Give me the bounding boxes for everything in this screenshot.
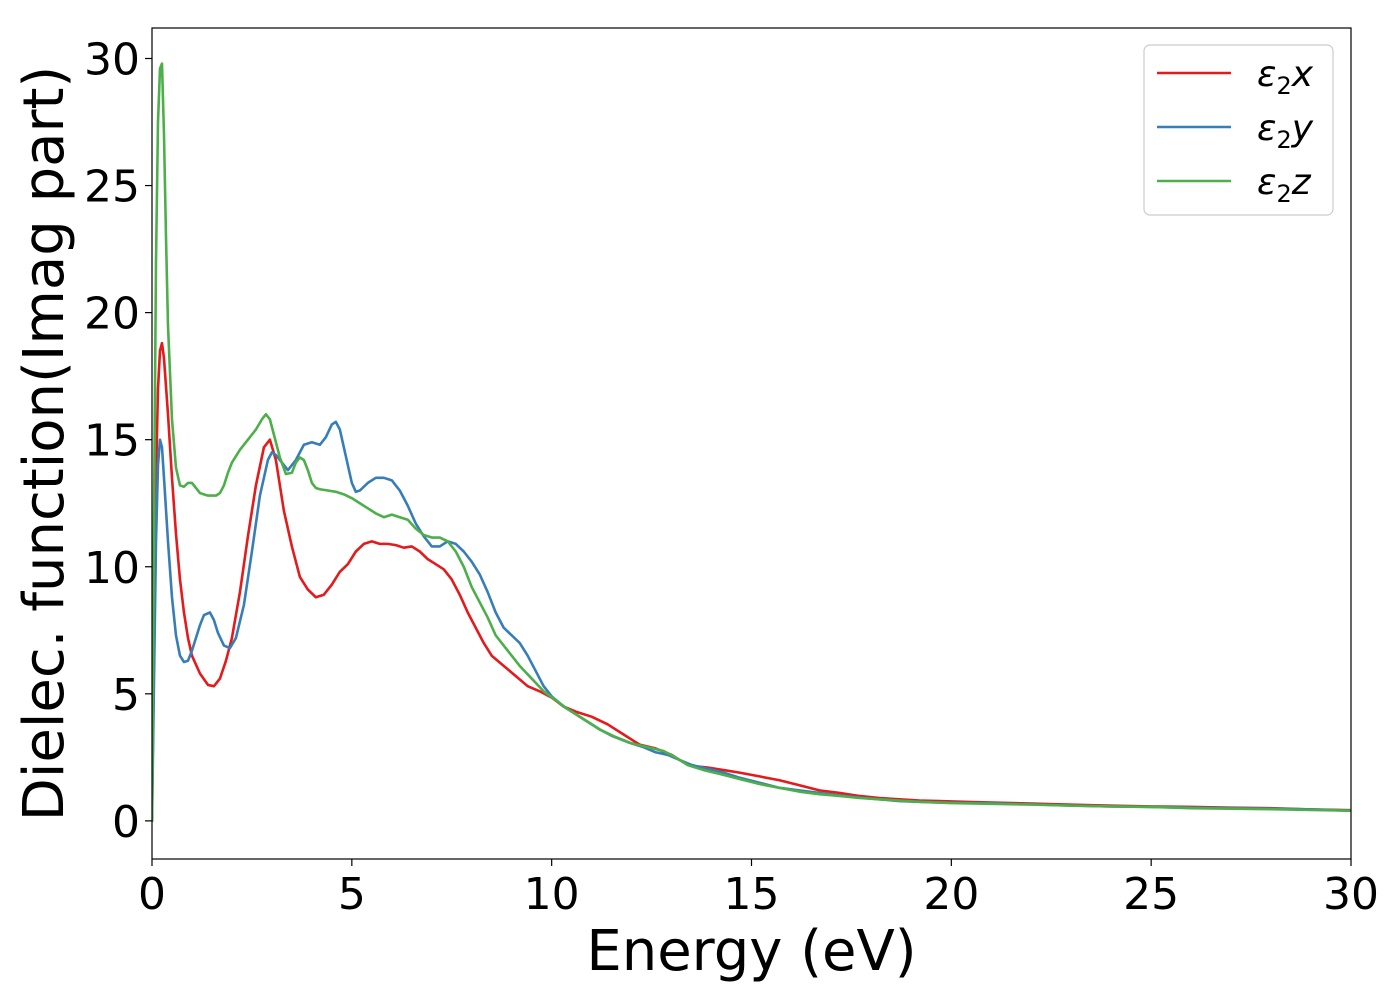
y-tick-label: 25	[84, 162, 140, 213]
y-tick-label: 10	[84, 543, 140, 594]
legend: ε2x ε2y ε2z	[1143, 44, 1334, 216]
series-line-z	[152, 62, 1351, 823]
x-axis-title: Energy (eV)	[586, 919, 916, 984]
legend-label-y: ε2y	[1257, 108, 1314, 154]
ticks-layer: 0 5 10 15 20 25 30 0 5 10 15 20 25 30	[84, 34, 1379, 920]
x-tick-label: 10	[524, 869, 580, 920]
y-tick-label: 30	[84, 34, 140, 85]
x-tick-label: 30	[1323, 869, 1379, 920]
series-layer	[152, 62, 1351, 823]
legend-label-z: ε2z	[1257, 162, 1312, 208]
x-tick-label: 0	[138, 869, 166, 920]
series-line-x	[152, 341, 1351, 823]
y-axis-title: Dielec. function(Imag part)	[12, 66, 77, 822]
x-tick-label: 15	[724, 869, 780, 920]
x-tick-label: 20	[923, 869, 979, 920]
y-tick-label: 0	[112, 797, 140, 848]
y-tick-label: 20	[84, 289, 140, 340]
legend-box	[1143, 44, 1334, 216]
y-tick-label: 15	[84, 416, 140, 467]
x-tick-label: 5	[338, 869, 366, 920]
legend-label-x: ε2x	[1257, 54, 1314, 100]
y-tick-label: 5	[112, 670, 140, 721]
x-tick-label: 25	[1123, 869, 1179, 920]
legend-items: ε2x ε2y ε2z	[1157, 54, 1314, 208]
